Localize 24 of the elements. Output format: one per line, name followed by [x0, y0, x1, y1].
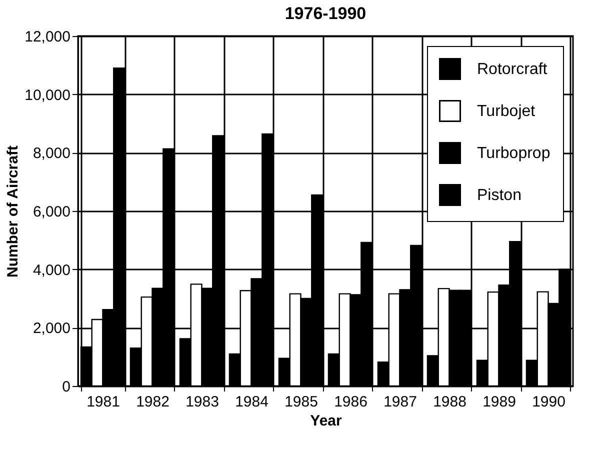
legend-label: Rotorcraft — [477, 61, 548, 78]
y-tick-label: 12,000 — [24, 28, 70, 46]
y-tick-label: 6,000 — [32, 204, 70, 220]
y-tick-label: 10,000 — [24, 86, 70, 104]
x-axis-title: Year — [310, 412, 342, 430]
x-tick-label: 1985 — [284, 394, 318, 410]
x-tick-label: 1982 — [136, 394, 170, 410]
x-tick-label: 1987 — [384, 394, 417, 410]
x-tick-label: 1986 — [334, 394, 368, 410]
legend-label: Piston — [477, 187, 522, 204]
legend-label: Turbojet — [477, 103, 536, 120]
y-tick-label: 2,000 — [32, 320, 70, 338]
x-tick-label: 1981 — [86, 394, 120, 410]
x-tick-label: 1988 — [433, 394, 466, 410]
chart-title: 1976-1990 — [284, 4, 366, 23]
x-tick-label: 1984 — [235, 394, 268, 410]
x-tick-label: 1989 — [482, 394, 516, 410]
y-tick-label: 0 — [62, 378, 70, 396]
x-tick-label: 1990 — [532, 394, 566, 410]
y-tick-label: 4,000 — [32, 262, 70, 279]
y-axis-title: Number of Aircraft — [4, 146, 22, 278]
x-tick-label: 1983 — [186, 394, 219, 410]
legend-label: Turboprop — [477, 145, 550, 162]
y-tick-label: 8,000 — [32, 145, 70, 162]
